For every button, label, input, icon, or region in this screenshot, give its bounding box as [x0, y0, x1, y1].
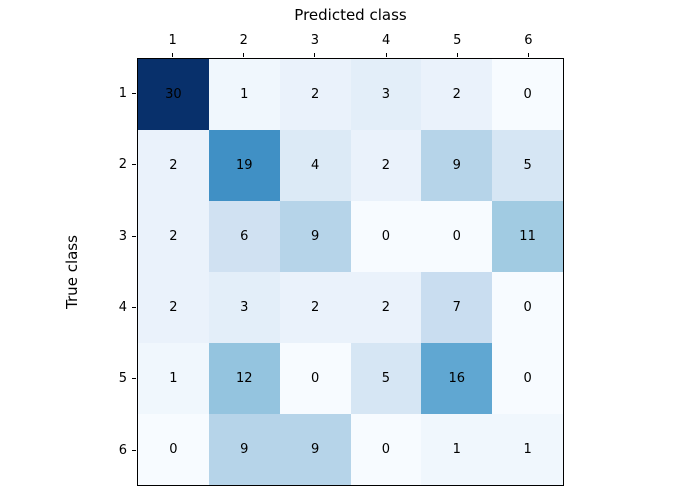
x-tick-mark	[279, 53, 350, 57]
y-axis-title: True class	[63, 235, 81, 309]
heatmap-cell: 1	[492, 414, 563, 485]
heatmap-cell: 2	[421, 59, 493, 130]
x-tick-label: 6	[524, 33, 533, 48]
y-tick-mark	[132, 58, 136, 129]
x-tick-mark	[351, 53, 422, 57]
heatmap-cell: 0	[350, 414, 422, 485]
heatmap-cell: 1	[138, 343, 209, 414]
y-tick-label: 3	[118, 228, 127, 244]
heatmap-cell: 9	[279, 201, 351, 272]
heatmap-cell: 1	[208, 59, 280, 130]
x-tick-label: 5	[453, 33, 462, 48]
y-tick-label: 6	[118, 442, 127, 458]
x-tick-label: 3	[310, 33, 320, 48]
y-tick-mark	[132, 129, 136, 200]
heatmap-cell: 0	[492, 343, 563, 414]
x-tick-mark	[137, 53, 208, 57]
heatmap-cell: 5	[492, 130, 563, 201]
heatmap-cell: 16	[421, 343, 493, 414]
heatmap-cell: 0	[492, 272, 563, 343]
heatmap-cell: 19	[208, 130, 280, 201]
heatmap-cell: 2	[138, 130, 209, 201]
heatmap-cell: 3	[208, 272, 280, 343]
heatmap-cell: 0	[350, 201, 422, 272]
y-tick-label: 4	[118, 300, 127, 316]
heatmap-cell: 9	[421, 130, 493, 201]
heatmap-cell: 2	[279, 272, 351, 343]
y-tick-mark	[132, 201, 136, 272]
x-tick-mark	[208, 53, 279, 57]
x-tick-mark	[422, 53, 493, 57]
heatmap-cell: 9	[208, 414, 280, 485]
heatmap-cell: 12	[208, 343, 280, 414]
x-axis-title: Predicted class	[294, 6, 407, 24]
x-tick-label: 1	[168, 33, 177, 48]
x-tick-marks	[137, 53, 564, 57]
x-tick-label: 2	[239, 33, 248, 48]
y-tick-marks	[132, 58, 136, 486]
heatmap-grid: 30 1 2 3 2 0 2 19 4 2 9 5 2 6 9 0 0 11 2 3 2 2 7 0 1 12 0 5 16 0 0 9 9 0 1…	[137, 58, 564, 486]
heatmap-cell: 0	[138, 414, 209, 485]
heatmap-cell: 7	[421, 272, 493, 343]
x-tick-label: 4	[381, 33, 391, 48]
heatmap-cell: 2	[350, 130, 422, 201]
heatmap-cell: 9	[279, 414, 351, 485]
y-tick-label: 1	[118, 86, 127, 102]
y-tick-label: 5	[118, 371, 127, 387]
heatmap-cell: 2	[138, 201, 209, 272]
heatmap-cell: 0	[492, 59, 563, 130]
heatmap-cell: 6	[208, 201, 280, 272]
heatmap-cell: 5	[350, 343, 422, 414]
heatmap-cell: 11	[492, 201, 563, 272]
heatmap-cell: 2	[279, 59, 351, 130]
heatmap-cell: 2	[138, 272, 209, 343]
heatmap-cell: 4	[279, 130, 351, 201]
heatmap-cell: 30	[138, 59, 209, 130]
y-tick-mark	[132, 272, 136, 343]
x-tick-labels: 1 2 3 4 5 6	[137, 33, 564, 48]
y-tick-label: 2	[118, 157, 127, 173]
heatmap-cell: 1	[421, 414, 493, 485]
heatmap-cell: 0	[421, 201, 493, 272]
y-tick-labels: 1 2 3 4 5 6	[95, 58, 127, 486]
heatmap-cell: 2	[350, 272, 422, 343]
heatmap-cell: 0	[279, 343, 351, 414]
y-tick-mark	[132, 415, 136, 486]
y-tick-mark	[132, 343, 136, 414]
x-tick-mark	[493, 53, 564, 57]
heatmap-cell: 3	[350, 59, 422, 130]
